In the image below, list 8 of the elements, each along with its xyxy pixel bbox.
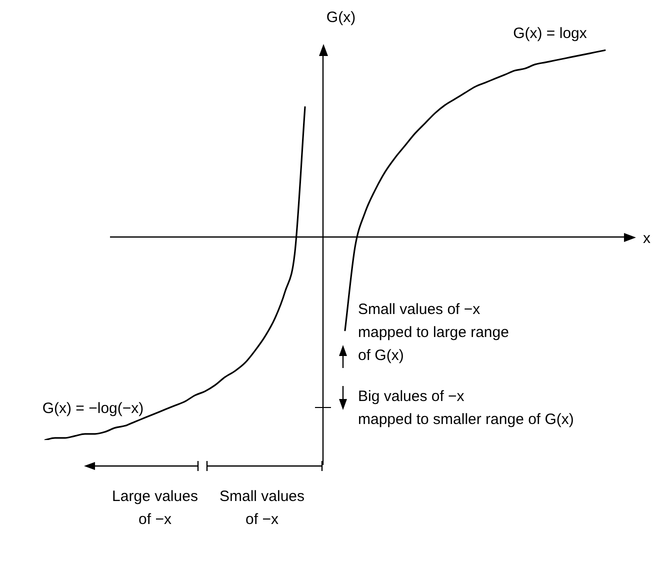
series-label: G(x) = logx [513, 25, 588, 42]
text: Large values of −x [112, 488, 198, 528]
series-label: G(x) = −log(−x) [42, 400, 144, 418]
y-axis-title: G(x) [326, 9, 356, 26]
annotation: Big values of −x mapped to smaller range of G(x) [358, 388, 574, 428]
annotation: Small values of −x mapped to large range of G(x) [358, 301, 509, 364]
x-axis-title: x [643, 230, 651, 248]
text: Small values of −x [219, 488, 305, 528]
